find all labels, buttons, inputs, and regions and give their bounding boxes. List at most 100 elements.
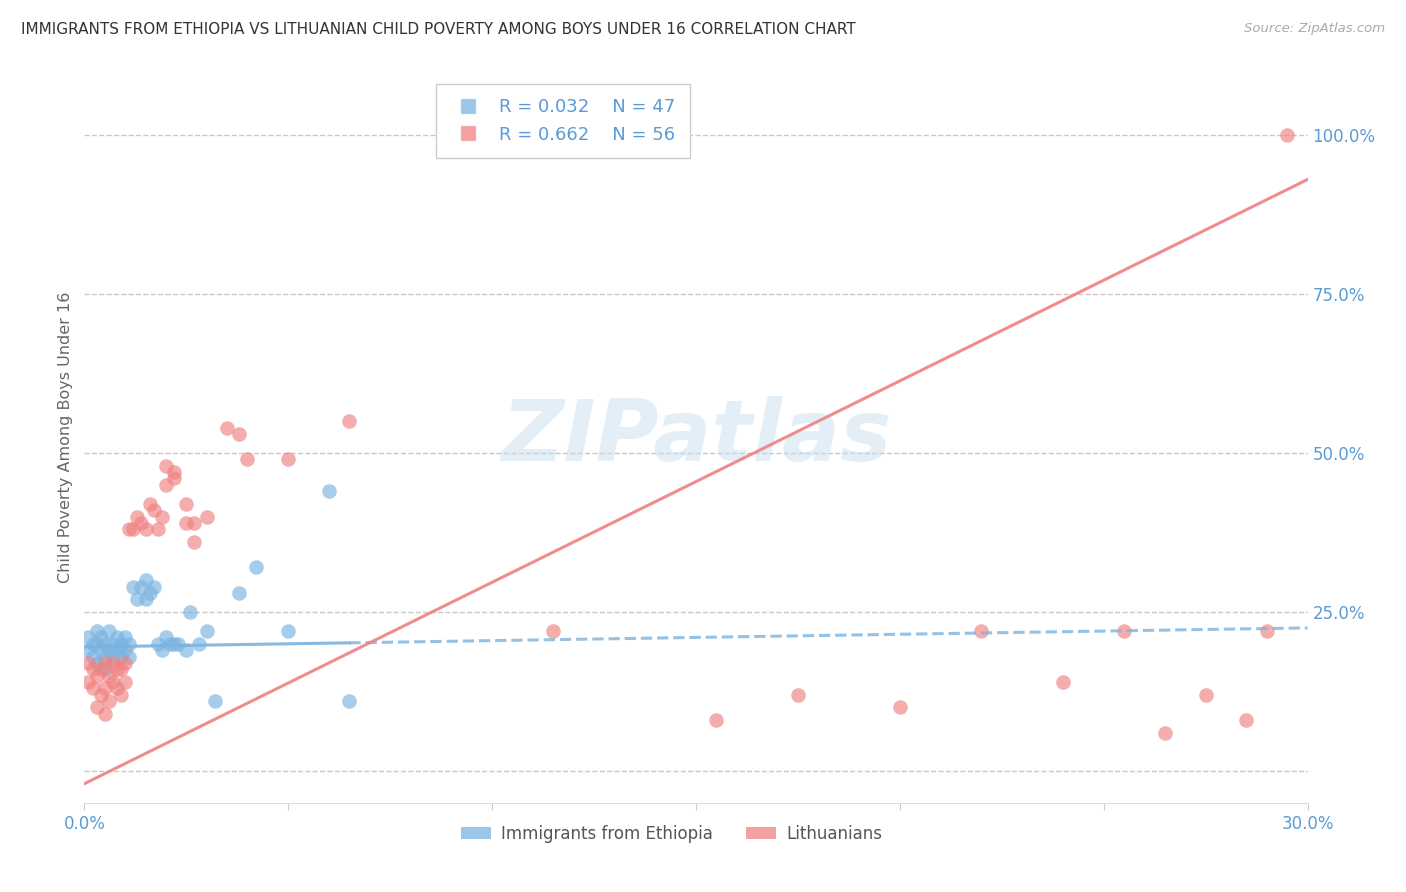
- Point: [86, 637, 108, 651]
- Point: [228, 586, 250, 600]
- Point: [105, 681, 128, 696]
- Point: [86, 656, 108, 670]
- Point: [277, 624, 299, 638]
- Point: [135, 573, 157, 587]
- Point: [77, 643, 100, 657]
- Point: [1114, 624, 1136, 638]
- Point: [150, 509, 173, 524]
- Point: [90, 688, 112, 702]
- Point: [122, 522, 145, 536]
- Point: [110, 649, 132, 664]
- Point: [167, 637, 190, 651]
- Point: [82, 662, 104, 676]
- Point: [135, 522, 157, 536]
- Point: [101, 637, 124, 651]
- Point: [135, 592, 157, 607]
- Point: [86, 668, 108, 682]
- Point: [77, 631, 100, 645]
- Point: [236, 452, 259, 467]
- Point: [90, 643, 112, 657]
- Point: [155, 631, 177, 645]
- Text: Source: ZipAtlas.com: Source: ZipAtlas.com: [1244, 22, 1385, 36]
- Point: [155, 477, 177, 491]
- Point: [105, 631, 128, 645]
- Point: [110, 637, 132, 651]
- Point: [155, 458, 177, 473]
- Point: [142, 503, 165, 517]
- Point: [183, 516, 205, 530]
- Point: [82, 681, 104, 696]
- Point: [114, 675, 136, 690]
- Point: [1236, 713, 1258, 727]
- Point: [93, 656, 115, 670]
- Point: [889, 700, 911, 714]
- Text: ZIPatlas: ZIPatlas: [501, 395, 891, 479]
- Text: IMMIGRANTS FROM ETHIOPIA VS LITHUANIAN CHILD POVERTY AMONG BOYS UNDER 16 CORRELA: IMMIGRANTS FROM ETHIOPIA VS LITHUANIAN C…: [21, 22, 856, 37]
- Point: [97, 643, 120, 657]
- Point: [97, 694, 120, 708]
- Point: [82, 649, 104, 664]
- Point: [195, 509, 218, 524]
- Point: [245, 560, 267, 574]
- Point: [1154, 726, 1177, 740]
- Point: [90, 631, 112, 645]
- Point: [93, 706, 115, 721]
- Point: [131, 516, 153, 530]
- Point: [127, 509, 149, 524]
- Point: [228, 426, 250, 441]
- Point: [706, 713, 728, 727]
- Point: [159, 637, 181, 651]
- Point: [318, 484, 340, 499]
- Point: [1256, 624, 1278, 638]
- Point: [93, 637, 115, 651]
- Point: [163, 465, 186, 479]
- Point: [138, 497, 160, 511]
- Point: [187, 637, 209, 651]
- Point: [174, 643, 197, 657]
- Point: [86, 700, 108, 714]
- Y-axis label: Child Poverty Among Boys Under 16: Child Poverty Among Boys Under 16: [58, 292, 73, 582]
- Point: [101, 656, 124, 670]
- Point: [110, 688, 132, 702]
- Point: [86, 624, 108, 638]
- Point: [93, 649, 115, 664]
- Point: [174, 516, 197, 530]
- Point: [277, 452, 299, 467]
- Point: [118, 649, 141, 664]
- Point: [105, 662, 128, 676]
- Point: [93, 662, 115, 676]
- Point: [114, 643, 136, 657]
- Point: [97, 624, 120, 638]
- Point: [146, 637, 169, 651]
- Point: [339, 414, 361, 428]
- Point: [142, 580, 165, 594]
- Point: [114, 656, 136, 670]
- Point: [118, 522, 141, 536]
- Point: [118, 637, 141, 651]
- Point: [138, 586, 160, 600]
- Point: [179, 605, 201, 619]
- Point: [195, 624, 218, 638]
- Point: [163, 637, 186, 651]
- Point: [217, 420, 239, 434]
- Point: [1277, 128, 1299, 142]
- Point: [146, 522, 169, 536]
- Point: [77, 656, 100, 670]
- Point: [105, 643, 128, 657]
- Point: [1195, 688, 1218, 702]
- Point: [131, 580, 153, 594]
- Point: [82, 637, 104, 651]
- Point: [970, 624, 993, 638]
- Point: [204, 694, 226, 708]
- Point: [174, 497, 197, 511]
- Point: [1052, 675, 1074, 690]
- Point: [114, 631, 136, 645]
- Point: [543, 624, 565, 638]
- Point: [122, 580, 145, 594]
- Point: [150, 643, 173, 657]
- Point: [163, 471, 186, 485]
- Point: [183, 535, 205, 549]
- Point: [93, 681, 115, 696]
- Point: [97, 668, 120, 682]
- Point: [77, 675, 100, 690]
